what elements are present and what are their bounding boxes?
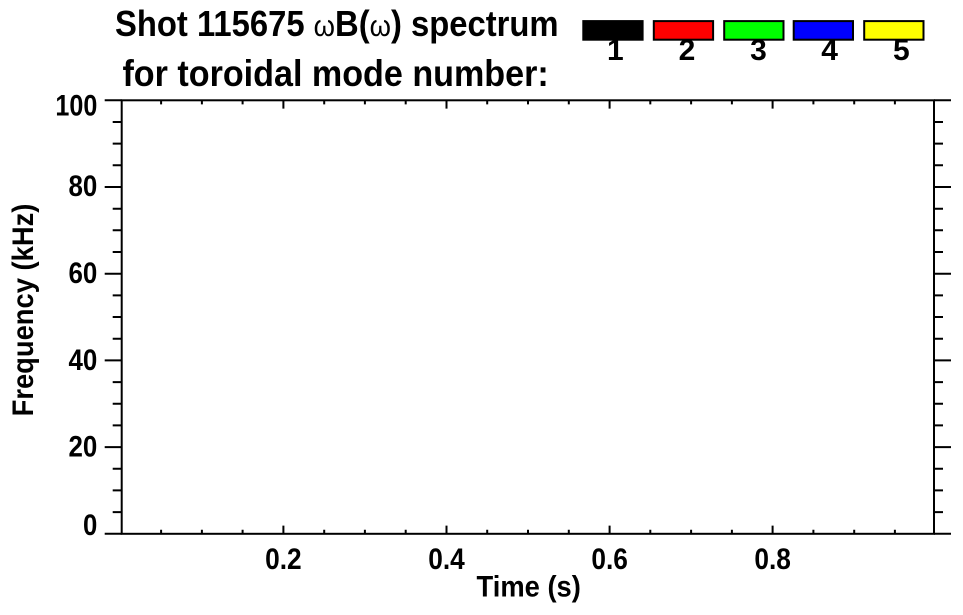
svg-text:Frequency (kHz): Frequency (kHz) — [7, 204, 40, 417]
svg-text:4: 4 — [821, 34, 838, 67]
svg-text:Time (s): Time (s) — [477, 571, 581, 604]
svg-text:0: 0 — [83, 509, 97, 542]
svg-text:80: 80 — [69, 170, 98, 203]
svg-text:40: 40 — [69, 344, 98, 377]
svg-text:60: 60 — [69, 257, 98, 290]
svg-text:1: 1 — [607, 34, 624, 67]
svg-text:0.2: 0.2 — [265, 543, 302, 576]
svg-text:5: 5 — [893, 34, 910, 67]
svg-text:2: 2 — [679, 34, 696, 67]
svg-text:3: 3 — [750, 34, 767, 67]
svg-text:for toroidal mode number:: for toroidal mode number: — [122, 53, 548, 94]
svg-text:20: 20 — [69, 431, 98, 464]
svg-text:0.6: 0.6 — [591, 543, 628, 576]
svg-text:Shot 115675 ωB(ω) spectrum: Shot 115675 ωB(ω) spectrum — [115, 3, 559, 44]
svg-text:0.8: 0.8 — [754, 543, 791, 576]
svg-text:100: 100 — [55, 90, 97, 123]
svg-text:0.4: 0.4 — [428, 543, 465, 576]
